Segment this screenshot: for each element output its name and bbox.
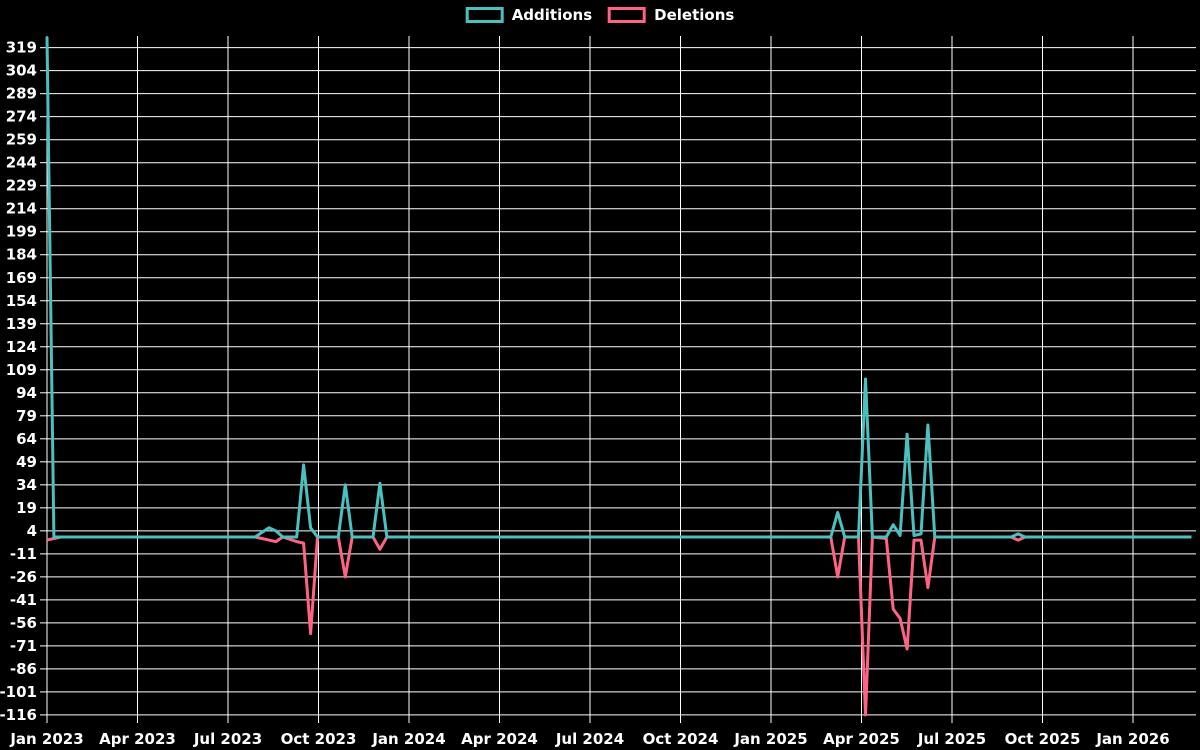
x-tick-label: Jan 2024 [371,730,445,748]
x-tick-label: Jan 2026 [1095,730,1169,748]
y-tick-label: 154 [6,292,37,310]
y-tick-label: 304 [6,62,37,80]
y-tick-label: 94 [16,384,37,402]
gridlines [46,36,1196,716]
y-tick-label: -41 [10,591,37,609]
y-tick-label: -101 [0,683,37,701]
x-tick-label: Apr 2025 [823,730,900,748]
legend-item-additions[interactable]: Additions [465,6,593,24]
x-tick-label: Jan 2023 [9,730,83,748]
chart-legend: Additions Deletions [465,6,734,24]
y-tick-label: 274 [6,108,37,126]
y-tick-label: -116 [0,706,37,724]
y-tick-label: 64 [16,430,37,448]
y-tick-label: 214 [6,200,37,218]
x-tick-label: Jul 2023 [193,730,262,748]
y-tick-label: -26 [10,568,37,586]
x-tick-label: Oct 2024 [643,730,719,748]
y-tick-label: -11 [10,545,37,563]
y-tick-label: 319 [6,39,37,57]
y-tick-label: 289 [6,85,37,103]
y-tick-label: 244 [6,154,37,172]
legend-label-deletions: Deletions [654,6,735,24]
y-tick-label: 49 [16,453,37,471]
y-tick-label: 199 [6,223,37,241]
y-tick-label: 139 [6,315,37,333]
y-axis-labels: 319 304 289 274 259 244 229 214 199 184 169 154 139 1… [0,39,37,724]
y-tick-label: -86 [10,660,37,678]
x-axis-labels: Jan 2023 Apr 2023 Jul 2023 Oct 2023 Jan 2024… [9,730,1169,748]
x-tick-label: Apr 2024 [461,730,538,748]
y-tick-label: 4 [27,522,37,540]
y-tick-label: 34 [16,476,37,494]
deletions-line [46,535,1192,717]
additions-swatch-icon [465,7,504,23]
y-tick-label: 79 [16,407,37,425]
legend-item-deletions[interactable]: Deletions [608,7,734,23]
x-tick-label: Jan 2025 [733,730,807,748]
y-tick-label: 19 [16,499,37,517]
legend-label-additions: Additions [511,6,593,24]
deletions-swatch-icon [608,7,647,23]
y-tick-label: 109 [6,361,37,379]
y-tick-label: 229 [6,177,37,195]
additions-line [45,36,1192,539]
y-tick-label: 184 [6,246,37,264]
axis-ticks [40,47,1134,723]
y-tick-label: -71 [10,637,37,655]
y-tick-label: 124 [6,338,37,356]
y-tick-label: -56 [10,614,37,632]
x-tick-label: Apr 2023 [99,730,176,748]
y-tick-label: 259 [6,131,37,149]
x-tick-label: Oct 2023 [281,730,357,748]
x-tick-label: Jul 2025 [917,730,986,748]
y-tick-label: 169 [6,269,37,287]
x-tick-label: Oct 2025 [1005,730,1081,748]
x-tick-label: Jul 2024 [555,730,624,748]
